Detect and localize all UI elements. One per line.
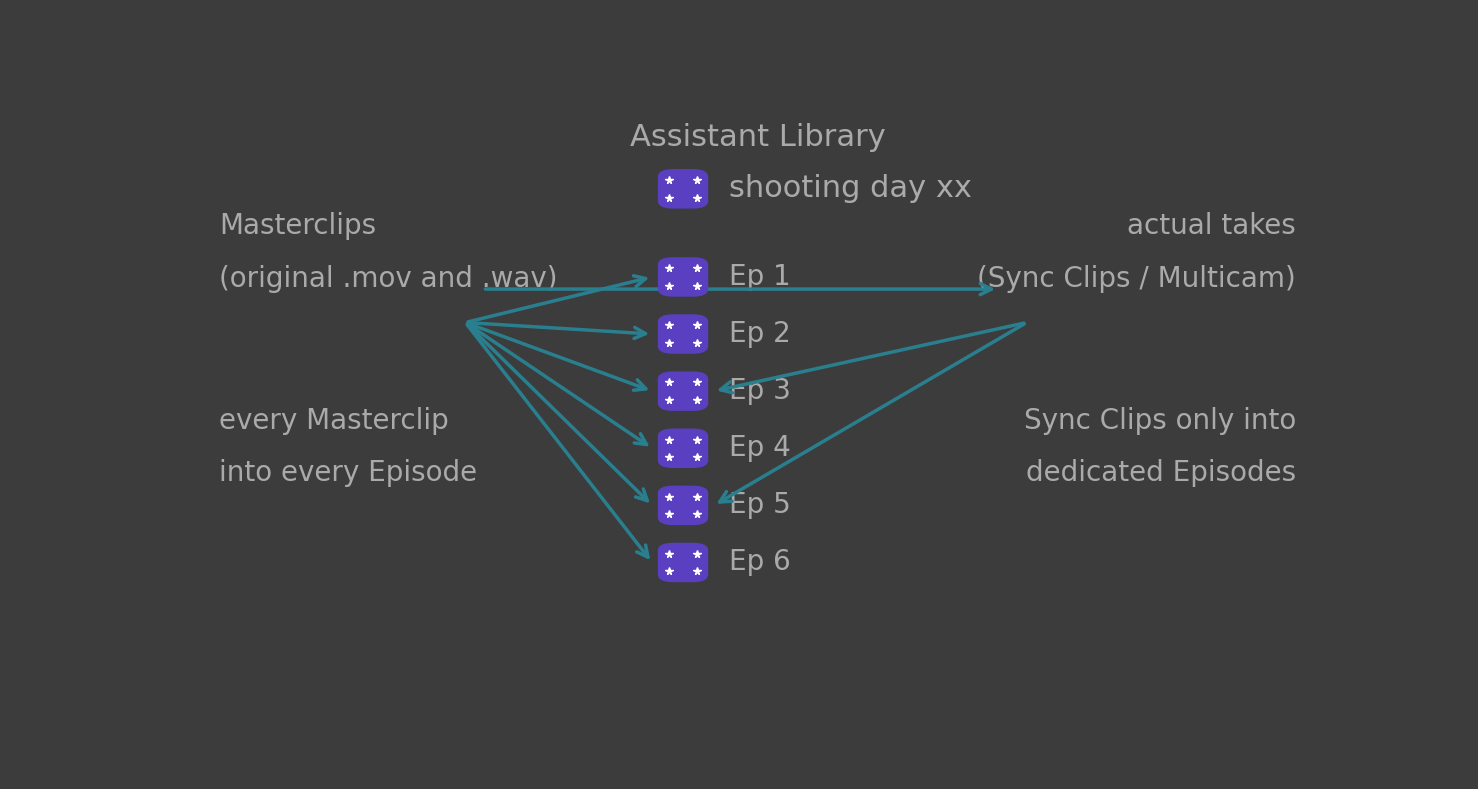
FancyBboxPatch shape	[658, 257, 708, 297]
Text: Sync Clips only into: Sync Clips only into	[1024, 407, 1296, 435]
FancyBboxPatch shape	[658, 372, 708, 411]
FancyBboxPatch shape	[658, 169, 708, 208]
Text: Ep 5: Ep 5	[729, 492, 791, 519]
Text: actual takes: actual takes	[1128, 212, 1296, 241]
Text: (Sync Clips / Multicam): (Sync Clips / Multicam)	[977, 265, 1296, 293]
Text: Ep 6: Ep 6	[729, 548, 791, 577]
FancyBboxPatch shape	[658, 314, 708, 353]
FancyBboxPatch shape	[658, 428, 708, 468]
Text: Ep 2: Ep 2	[729, 320, 791, 348]
Text: (original .mov and .wav): (original .mov and .wav)	[219, 265, 557, 293]
Text: Assistant Library: Assistant Library	[630, 123, 885, 151]
Text: Ep 3: Ep 3	[729, 377, 791, 406]
Text: dedicated Episodes: dedicated Episodes	[1026, 459, 1296, 487]
FancyBboxPatch shape	[658, 485, 708, 525]
Text: Masterclips: Masterclips	[219, 212, 377, 241]
Text: every Masterclip: every Masterclip	[219, 407, 449, 435]
Text: Ep 4: Ep 4	[729, 434, 791, 462]
Text: Ep 1: Ep 1	[729, 263, 791, 291]
Text: shooting day xx: shooting day xx	[729, 174, 971, 204]
FancyBboxPatch shape	[658, 543, 708, 582]
Text: into every Episode: into every Episode	[219, 459, 477, 487]
